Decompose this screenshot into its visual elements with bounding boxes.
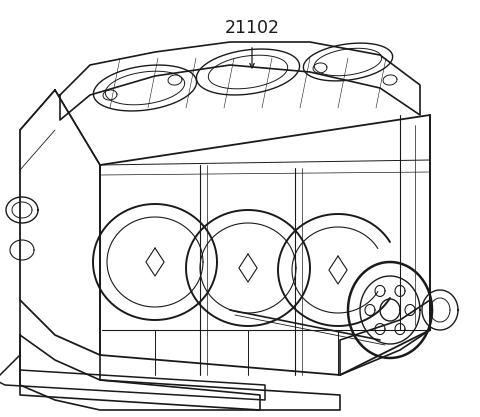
Text: 21102: 21102 [225, 19, 279, 37]
